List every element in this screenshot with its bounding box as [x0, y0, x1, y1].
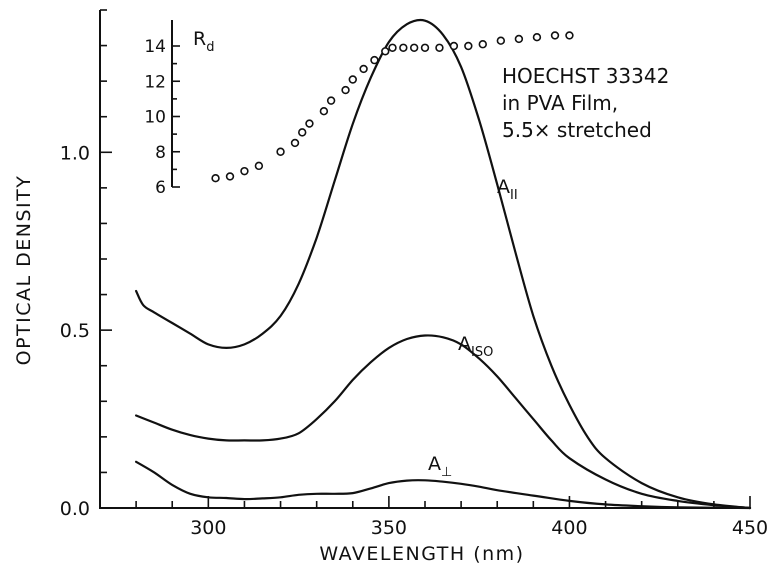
annotation-line-3: 5.5× stretched [502, 118, 652, 142]
inset-tick-label: 10 [144, 108, 166, 128]
y-tick-label: 1.0 [60, 142, 90, 164]
rd-point [496, 36, 506, 45]
rd-point [420, 43, 430, 52]
chart-labels: HOECHST 33342 in PVA Film, 5.5× stretche… [13, 28, 669, 565]
series-label-iso-main: A [458, 333, 471, 355]
rd-point [435, 43, 444, 52]
series-a-perp-line [135, 460, 752, 510]
series-label-parallel: AII [497, 176, 518, 203]
rd-point [298, 128, 307, 137]
rd-point [532, 32, 542, 42]
inset-tick-label: 6 [155, 178, 166, 198]
x-tick-label: 300 [190, 517, 226, 539]
series-a-iso-line [135, 334, 752, 510]
rd-point [359, 64, 368, 74]
rd-point [381, 47, 390, 56]
series-label-perp-main: A [428, 453, 441, 475]
plot-axes: 300 350 400 450 0.0 0.5 1.0 [60, 9, 768, 539]
x-tick-label: 400 [551, 517, 587, 539]
y-axis-title: OPTICAL DENSITY [13, 175, 35, 366]
y-tick-label: 0.5 [60, 320, 90, 342]
x-tick-label: 350 [371, 517, 407, 539]
rd-point [276, 147, 285, 156]
rd-point [240, 166, 249, 176]
rd-point [341, 85, 350, 95]
series-label-perp: A⊥ [428, 453, 452, 480]
rd-point [550, 31, 560, 40]
rd-point [409, 43, 419, 52]
series-label-iso: AISO [458, 333, 493, 360]
inset-label-main: R [193, 28, 206, 50]
rd-point [319, 107, 329, 116]
rd-point [225, 172, 235, 181]
rd-point [254, 161, 264, 171]
inset-tick-label: 14 [144, 37, 166, 57]
series-label-parallel-sub: II [510, 188, 518, 203]
rd-inset: 6 8 10 12 14 [144, 20, 574, 198]
inset-tick-label: 12 [144, 72, 166, 92]
x-tick-label: 450 [732, 517, 768, 539]
x-axis-title: WAVELENGTH (nm) [319, 543, 524, 565]
series-a-parallel-line [135, 18, 752, 510]
y-tick-label: 0.0 [60, 498, 90, 520]
annotation-line-2: in PVA Film, [502, 91, 618, 115]
series-curves [135, 18, 752, 510]
rd-point [399, 43, 408, 52]
series-label-perp-sub: ⊥ [441, 465, 452, 480]
rd-point [449, 41, 459, 51]
series-label-parallel-main: A [497, 176, 510, 198]
rd-point [464, 41, 473, 51]
inset-label-sub: d [206, 40, 214, 55]
rd-point [514, 34, 524, 44]
inset-tick-label: 8 [155, 143, 166, 163]
rd-point [211, 173, 220, 183]
rd-point [388, 43, 397, 52]
rd-point [290, 138, 300, 148]
rd-point [478, 40, 487, 49]
annotation-line-1: HOECHST 33342 [502, 64, 669, 88]
rd-point [305, 119, 314, 128]
rd-point [348, 75, 357, 84]
rd-point [326, 96, 336, 105]
series-label-iso-sub: ISO [471, 345, 493, 360]
rd-point [370, 55, 379, 65]
rd-point [565, 31, 574, 40]
inset-label: Rd [193, 28, 214, 55]
